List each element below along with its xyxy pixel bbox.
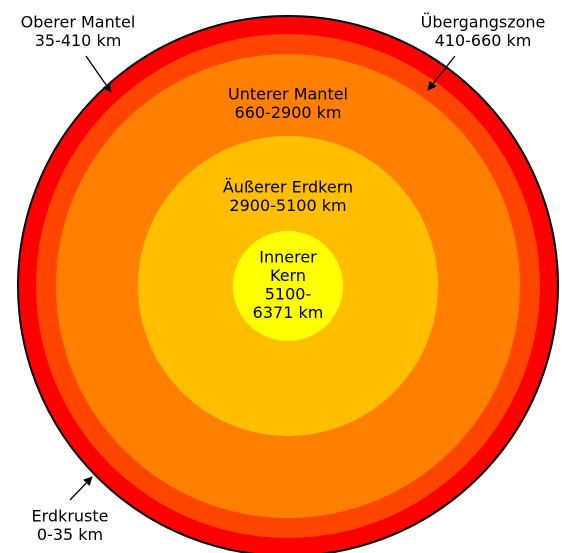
layer-label: 0-35 km (37, 525, 103, 544)
layer-label: Äußerer Erdkern (223, 178, 353, 197)
earth-layers-diagram: Oberer Mantel35-410 km Übergangszone410-6… (0, 0, 562, 553)
layer-label: Innerer (259, 248, 317, 267)
layer-label: Unterer Mantel (228, 85, 348, 104)
arrow (70, 477, 92, 500)
layer-label: Oberer Mantel (21, 13, 136, 32)
layer-label: 5100- (265, 285, 312, 304)
layer-label: 6371 km (253, 303, 324, 322)
layer-label: 2900-5100 km (229, 196, 346, 215)
layer-label: 410-660 km (435, 31, 532, 50)
layer-label: Erdkruste (32, 507, 109, 526)
layer-label: Kern (270, 266, 306, 285)
layer-label: Übergangszone (421, 13, 546, 32)
layer-label: 35-410 km (35, 31, 122, 50)
layer-label: 660-2900 km (235, 103, 342, 122)
arrow (86, 56, 111, 92)
